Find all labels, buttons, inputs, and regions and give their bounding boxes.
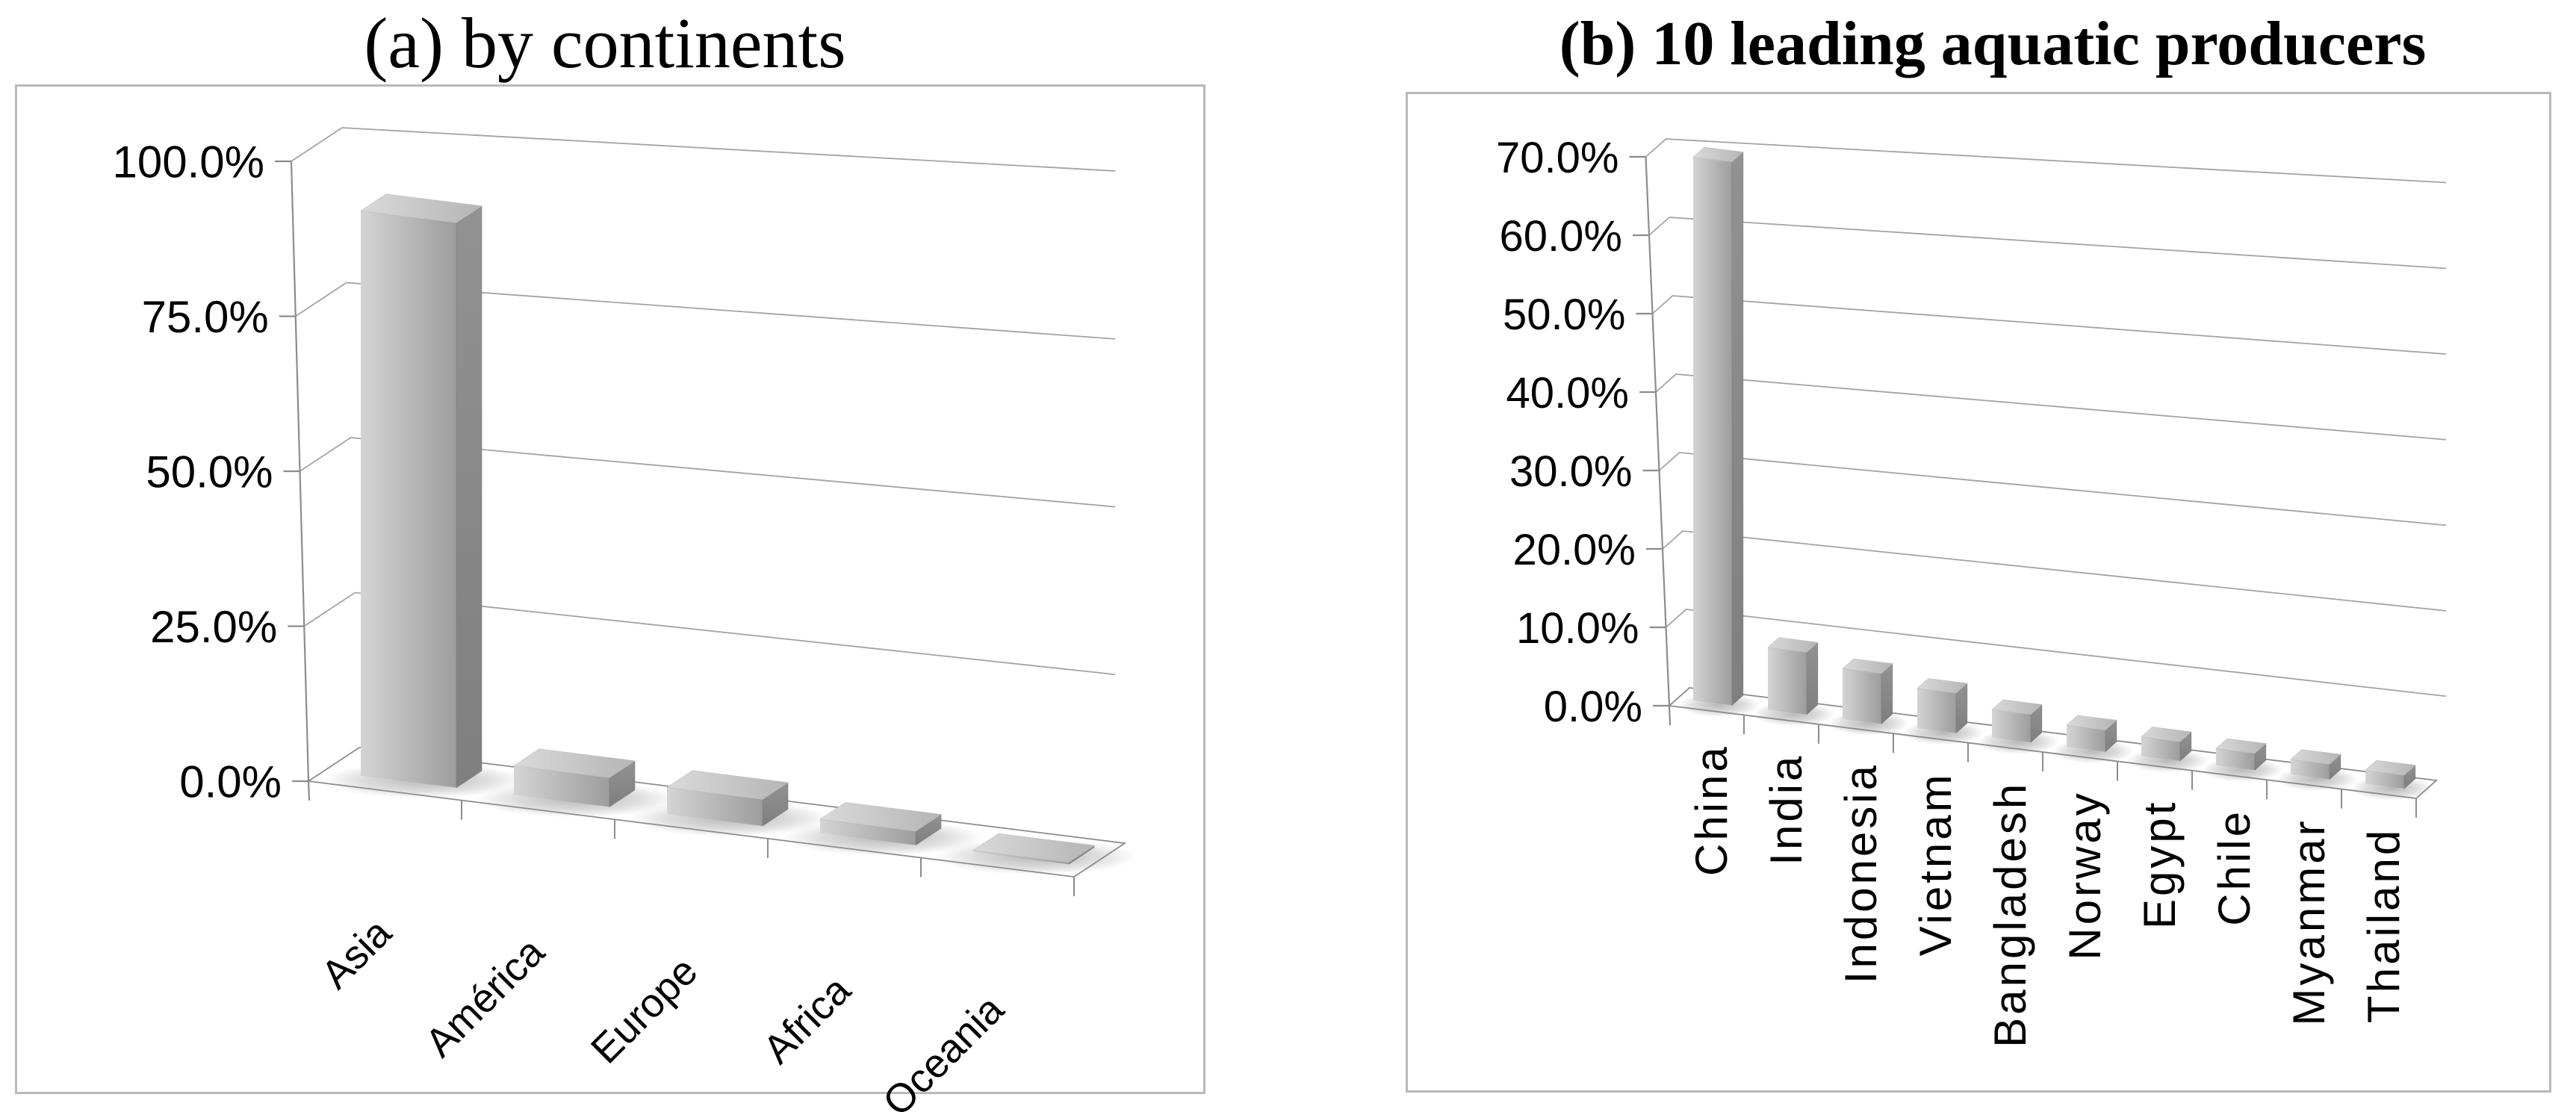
y-tick-label: 50.0% — [1503, 291, 1625, 339]
category-label-Asia: Asia — [313, 910, 400, 997]
y-axis-line — [290, 161, 311, 801]
gridline-60 — [1648, 217, 2447, 270]
bar-side-China — [1731, 151, 1744, 706]
bar-top-Norway — [2066, 715, 2117, 730]
chart-panel-continents: 0.0% 25.0% 50.0% 75.0% 100.0% Asia América Euro… — [15, 84, 1205, 1112]
y-tick-label: 50.0% — [146, 447, 273, 497]
y-tick-label: 20.0% — [1513, 526, 1636, 574]
bar-front-Europe — [667, 787, 763, 826]
bar-top-Oceania — [972, 833, 1095, 863]
category-label-Chile: Chile — [2209, 809, 2259, 926]
gridline-40 — [1655, 373, 2447, 441]
gridline-30 — [1658, 452, 2447, 527]
y-tick-label: 25.0% — [150, 602, 277, 652]
chart-panel-producers: 0.0% 10.0% 20.0% 30.0% 40.0% 50.0% 60.0% 70.0% C… — [1406, 92, 2551, 1093]
bar-front-Thailand — [2365, 770, 2404, 789]
y-tick-label: 30.0% — [1509, 447, 1632, 496]
bar-top-Egypt — [2141, 727, 2192, 742]
category-label-Africa: Africa — [754, 967, 860, 1072]
bar-front-Myanmar — [2291, 759, 2330, 780]
category-label-Bangladesh: Bangladesh — [1985, 781, 2035, 1048]
bar-top-Thailand — [2365, 760, 2416, 776]
bar-front-Africa — [820, 819, 916, 845]
category-label-Indonesia: Indonesia — [1836, 762, 1886, 984]
bar-front-Oceania — [973, 850, 1069, 865]
category-label-Thailand: Thailand — [2359, 827, 2409, 1023]
y-tick-label: 75.0% — [142, 292, 269, 342]
category-label-Europe: Europe — [583, 948, 707, 1072]
gridline-10 — [1665, 609, 2447, 698]
y-tick-label: 0.0% — [179, 757, 282, 807]
chart-title-b: (b) 10 leading aquatic producers — [1559, 9, 2427, 78]
category-label-Vietnam: Vietnam — [1911, 771, 1961, 956]
bar-front-América — [514, 765, 609, 807]
gridline-50 — [1651, 295, 2447, 355]
bar-front-China — [1693, 157, 1732, 706]
bar-front-Indonesia — [1843, 668, 1881, 724]
bar-top-India — [1767, 637, 1819, 653]
bar-top-Myanmar — [2290, 749, 2341, 765]
gridline-20 — [1662, 530, 2447, 612]
gridline-70 — [1645, 138, 2447, 184]
bar-side-Indonesia — [1881, 662, 1893, 724]
bar3d-chart-continents: 0.0% 25.0% 50.0% 75.0% 100.0% Asia América Euro… — [113, 127, 1137, 1112]
y-tick-label: 0.0% — [1544, 683, 1642, 731]
bar-top-Vietnam — [1917, 678, 1968, 694]
category-label-Norway: Norway — [2060, 790, 2110, 960]
category-label-Oceania: Oceania — [875, 987, 1013, 1112]
gridline-100 — [291, 127, 1116, 172]
category-label-India: India — [1761, 754, 1811, 866]
bar3d-chart-producers: 0.0% 10.0% 20.0% 30.0% 40.0% 50.0% 60.0% 70.0% C… — [1496, 134, 2447, 1048]
bar-front-Chile — [2216, 748, 2255, 771]
bar-top-Africa — [819, 802, 942, 832]
chart-title-a: (a) by continents — [364, 3, 846, 83]
bar-front-Asia — [361, 211, 456, 788]
bar-top-América — [513, 748, 636, 778]
bar-top-China — [1692, 146, 1744, 163]
bar-front-Vietnam — [1917, 688, 1956, 733]
y-axis-line — [1645, 156, 1672, 726]
category-label-Egypt: Egypt — [2135, 800, 2185, 929]
bar-side-India — [1806, 642, 1819, 715]
bar-top-Bangladesh — [1991, 699, 2043, 715]
y-tick-label: 10.0% — [1516, 604, 1639, 653]
gridline-25 — [303, 591, 1116, 676]
y-tick-label: 100.0% — [113, 137, 265, 187]
bar-side-Asia — [456, 205, 482, 789]
bar-top-Asia — [360, 193, 482, 223]
bar-front-India — [1768, 647, 1807, 715]
gridline-75 — [295, 282, 1116, 340]
bar-front-Bangladesh — [1992, 709, 2031, 743]
category-label-Myanmar: Myanmar — [2284, 818, 2334, 1025]
bar-front-Norway — [2067, 725, 2105, 752]
y-tick-label: 60.0% — [1500, 212, 1622, 261]
gridline-50 — [300, 437, 1116, 508]
category-label-China: China — [1686, 744, 1737, 876]
bar-front-Egypt — [2141, 736, 2180, 761]
bar-top-Europe — [666, 770, 789, 800]
bar-top-Chile — [2215, 738, 2267, 754]
y-tick-label: 70.0% — [1496, 134, 1618, 182]
category-label-América: América — [417, 929, 553, 1066]
bar-top-Indonesia — [1842, 658, 1893, 674]
y-tick-label: 40.0% — [1506, 369, 1629, 417]
